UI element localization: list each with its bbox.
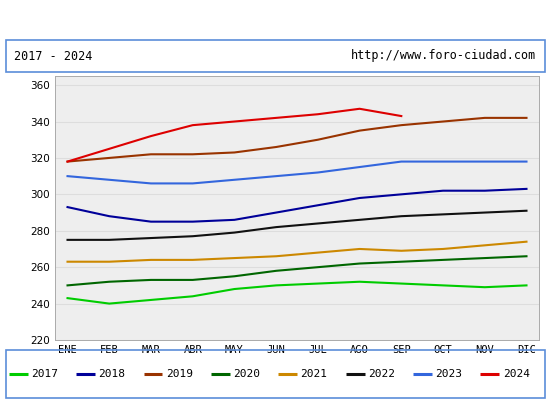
Text: 2017 - 2024: 2017 - 2024 (14, 50, 92, 62)
Text: 2023: 2023 (436, 369, 463, 379)
Text: http://www.foro-ciudad.com: http://www.foro-ciudad.com (351, 50, 536, 62)
Text: 2021: 2021 (301, 369, 328, 379)
Text: 2022: 2022 (368, 369, 395, 379)
Text: 2020: 2020 (233, 369, 260, 379)
Text: 2017: 2017 (31, 369, 58, 379)
Text: 2024: 2024 (503, 369, 530, 379)
Text: 2019: 2019 (166, 369, 193, 379)
Text: Evolucion num de emigrantes en Manilva: Evolucion num de emigrantes en Manilva (103, 11, 447, 29)
Text: 2018: 2018 (98, 369, 125, 379)
